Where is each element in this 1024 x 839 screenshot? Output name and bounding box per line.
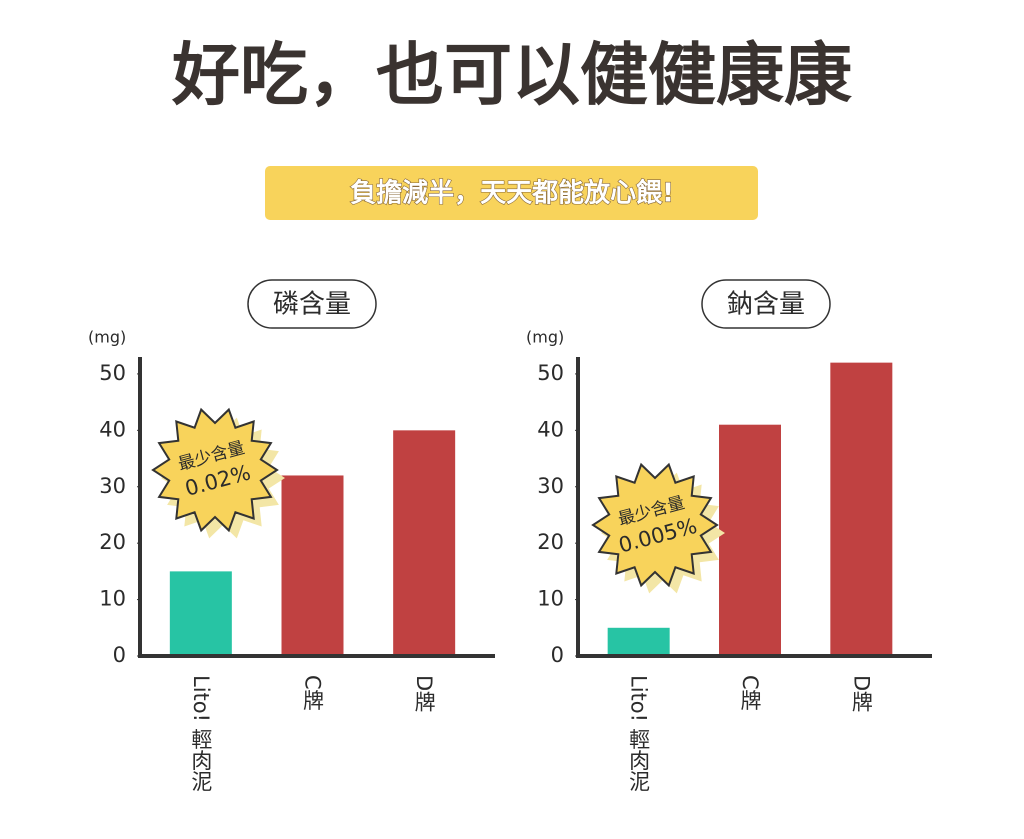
chart-title: 鈉含量: [727, 290, 805, 320]
subtitle-box: [265, 166, 758, 220]
y-tick-label: 0: [113, 643, 126, 667]
y-axis-label: (mg): [526, 328, 564, 347]
x-tick-label: C牌: [301, 675, 325, 711]
x-tick-label: D牌: [412, 675, 436, 713]
bar: [393, 430, 456, 656]
y-tick-label: 30: [537, 474, 564, 498]
chart-title-pill: [701, 279, 831, 329]
y-tick-label: 20: [537, 530, 564, 554]
y-tick-label: 50: [99, 361, 126, 385]
y-tick-label: 20: [99, 530, 126, 554]
bar: [607, 627, 670, 656]
y-tick-label: 10: [537, 587, 564, 611]
bar: [830, 362, 893, 656]
badge: [591, 462, 719, 588]
subtitle: 負擔減半，天天都能放心餵!: [350, 178, 674, 209]
x-tick-label: Lito! 輕肉泥: [189, 675, 213, 792]
y-axis-label: (mg): [88, 328, 126, 347]
x-tick-label: C牌: [738, 675, 762, 711]
chart-title: 磷含量: [273, 290, 351, 320]
y-tick-label: 40: [537, 417, 564, 441]
chart-title-pill: [247, 279, 377, 329]
y-tick-label: 0: [551, 643, 564, 667]
page-title: 好吃，也可以健健康康: [171, 37, 852, 116]
bar: [281, 475, 344, 656]
y-tick-label: 30: [99, 474, 126, 498]
bar: [169, 571, 232, 656]
x-tick-label: D牌: [849, 675, 873, 713]
y-tick-label: 50: [537, 361, 564, 385]
y-tick-label: 10: [99, 587, 126, 611]
badge: [151, 407, 279, 533]
bar: [719, 424, 781, 656]
x-tick-label: Lito! 輕肉泥: [627, 675, 651, 792]
y-tick-label: 40: [99, 417, 126, 441]
